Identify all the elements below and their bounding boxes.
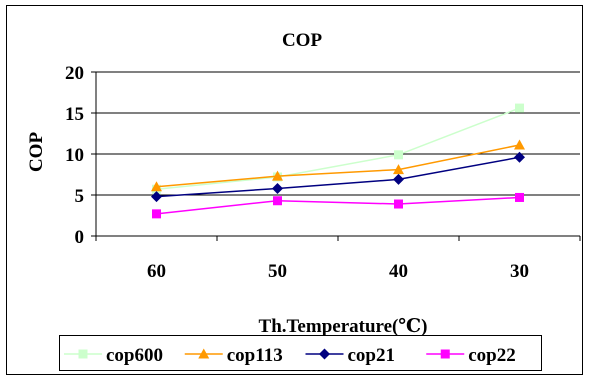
x-tick-label: 40	[389, 261, 408, 282]
data-point-cop113	[393, 164, 404, 175]
data-point-cop113	[272, 170, 283, 181]
series-lines	[151, 103, 525, 219]
data-point-cop22	[273, 196, 282, 206]
legend-marker-cop113	[198, 348, 210, 359]
y-tick-label: 0	[75, 227, 85, 248]
legend-label-cop22: cop22	[468, 345, 516, 366]
legend-marker-cop22	[440, 349, 450, 359]
legend-marker-cop600	[78, 349, 88, 359]
series-cop600	[152, 103, 524, 194]
x-tick-label: 50	[268, 261, 287, 282]
y-tick-label: 5	[75, 186, 85, 207]
grid-lines	[96, 71, 580, 196]
data-point-cop113	[151, 181, 162, 192]
legend-label-cop113: cop113	[227, 345, 283, 366]
x-tick-label: 30	[510, 261, 529, 282]
data-point-cop22	[394, 199, 403, 209]
y-tick-label: 20	[65, 63, 84, 84]
data-point-cop21	[272, 182, 283, 194]
legend-entry-cop21: cop21	[305, 345, 396, 366]
legend-label-cop21: cop21	[348, 345, 396, 366]
series-line-cop600	[156, 107, 520, 191]
data-point-cop22	[152, 209, 161, 219]
x-tick-label: 60	[147, 261, 166, 282]
series-line-cop21	[156, 156, 520, 198]
data-point-cop21	[514, 151, 525, 163]
series-line-cop113	[156, 144, 520, 188]
data-point-cop21	[151, 191, 162, 203]
series-cop22	[152, 192, 524, 219]
legend-marker-cop21	[319, 348, 330, 360]
chart-title: COP	[282, 30, 323, 51]
data-point-cop600	[515, 103, 524, 113]
legend: cop600 cop113 cop21 cop22	[59, 335, 542, 371]
series-cop113	[151, 139, 525, 192]
x-axis-label: Th.Temperature(℃)	[259, 316, 428, 337]
data-point-cop113	[514, 139, 525, 150]
series-line-cop22	[156, 196, 520, 215]
legend-entry-cop113: cop113	[184, 345, 283, 366]
y-tick-label: 15	[65, 104, 84, 125]
series-cop21	[151, 151, 525, 203]
y-axis-label: COP	[26, 132, 47, 173]
legend-entries: cop600 cop113 cop21 cop22	[64, 345, 516, 366]
y-tick-labels: 0 5 10 15 20	[65, 63, 84, 248]
x-tick-labels: 60 50 40 30	[147, 261, 529, 282]
legend-label-cop600: cop600	[106, 345, 163, 366]
axes	[91, 71, 581, 241]
legend-entry-cop22: cop22	[426, 345, 516, 366]
chart-frame	[6, 5, 583, 375]
data-point-cop22	[515, 192, 524, 202]
data-point-cop600	[394, 150, 403, 160]
y-tick-label: 10	[65, 145, 84, 166]
data-point-cop21	[393, 173, 404, 185]
legend-entry-cop600: cop600	[64, 345, 163, 366]
